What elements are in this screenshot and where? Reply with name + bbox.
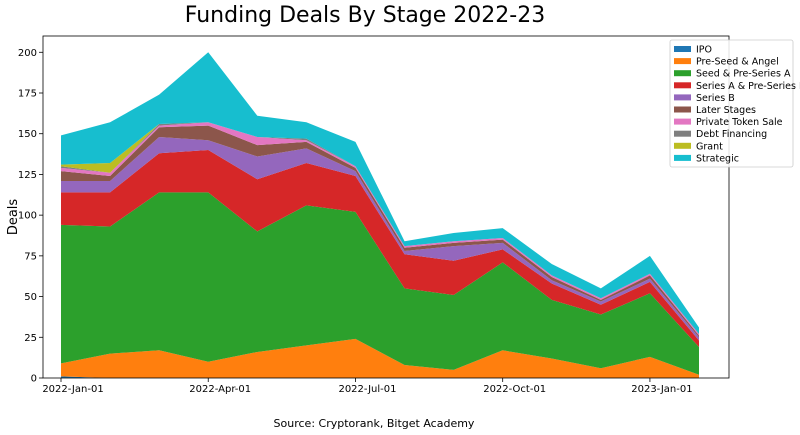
legend-label: Series A & Pre-Series B bbox=[696, 81, 800, 92]
legend-swatch bbox=[674, 46, 691, 52]
y-axis-label: Deals bbox=[6, 199, 21, 236]
y-tick-label: 150 bbox=[18, 129, 37, 140]
legend-box bbox=[669, 39, 794, 168]
x-tick-label: 2022-Jan-01 bbox=[42, 384, 103, 395]
legend-swatch bbox=[674, 94, 691, 101]
legend-label: Strategic bbox=[696, 153, 739, 164]
legend-label: Later Stages bbox=[696, 105, 756, 116]
y-tick-label: 200 bbox=[18, 48, 37, 59]
legend-swatch bbox=[674, 82, 691, 89]
y-tick-label: 175 bbox=[18, 89, 37, 100]
x-tick-label: 2022-Jul-01 bbox=[338, 384, 396, 395]
area-series-a-pre-series-b bbox=[61, 150, 699, 348]
y-tick-label: 50 bbox=[24, 292, 37, 303]
y-tick-label: 100 bbox=[18, 211, 37, 222]
legend-label: Private Token Sale bbox=[696, 117, 783, 128]
legend-swatch bbox=[674, 118, 691, 125]
axes: 0 25 50 75 100 125 150 175 200 2022-Jan-01 2022-Ap… bbox=[18, 35, 730, 395]
y-tick-label: 125 bbox=[18, 170, 37, 181]
chart-title: Funding Deals By Stage 2022-23 bbox=[185, 3, 545, 28]
area-strategic bbox=[61, 52, 699, 335]
x-tick-label: 2022-Oct-01 bbox=[483, 384, 546, 395]
legend-swatch bbox=[674, 70, 691, 77]
legend-label: Grant bbox=[696, 141, 723, 152]
legend-label: Debt Financing bbox=[696, 129, 767, 140]
legend-swatch bbox=[674, 130, 691, 137]
y-tick-label: 25 bbox=[24, 333, 37, 344]
legend-label: Seed & Pre-Series A bbox=[696, 69, 791, 80]
legend-swatch bbox=[674, 58, 691, 65]
x-tick-label: 2023-Jan-01 bbox=[631, 384, 692, 395]
legend-label: IPO bbox=[696, 45, 712, 56]
area-seed-pre-series-a bbox=[61, 192, 699, 375]
series-areas bbox=[61, 52, 699, 378]
area-pre-seed-angel bbox=[61, 338, 699, 378]
legend-swatch bbox=[674, 142, 691, 149]
x-tick-label: 2022-Apr-01 bbox=[189, 384, 251, 395]
y-tick-label: 0 bbox=[31, 374, 37, 385]
plot-frame bbox=[42, 35, 730, 379]
source-note: Source: Cryptorank, Bitget Academy bbox=[274, 417, 475, 430]
y-tick-label: 75 bbox=[24, 251, 37, 262]
legend-swatch bbox=[674, 106, 691, 113]
legend-label: Pre-Seed & Angel bbox=[696, 57, 779, 68]
legend-swatch bbox=[674, 154, 691, 161]
legend-label: Series B bbox=[696, 93, 735, 104]
